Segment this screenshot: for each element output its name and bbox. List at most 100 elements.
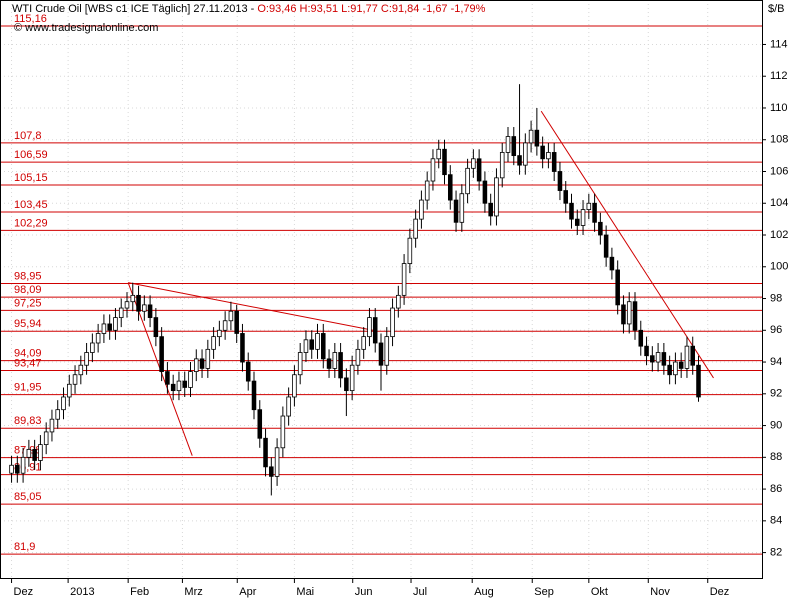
candle-body (523, 142, 528, 166)
y-tick-label: 90 (770, 419, 782, 431)
source: © www.tradesignalonline.com (14, 22, 158, 34)
candle-body (182, 380, 188, 388)
candle-body (419, 199, 424, 220)
candle-body (55, 409, 61, 420)
x-tick-label: Mai (296, 586, 314, 598)
level-label: 103,45 (14, 199, 48, 211)
candle-body (251, 380, 257, 411)
level-label: 94,09 (14, 348, 42, 360)
y-tick-label: 94 (770, 356, 782, 368)
subtitle-text: O:93,46 H:93,51 L:91,77 C:91,84 -1,67 -1… (257, 3, 485, 15)
candle-body (297, 352, 303, 376)
candle-body (430, 158, 436, 182)
candle-body (303, 339, 309, 353)
candle-body (269, 466, 274, 477)
candle-body (540, 145, 545, 160)
level-label: 89,83 (14, 415, 42, 427)
candle-body (511, 136, 517, 157)
x-tick-label: Jun (355, 586, 373, 598)
candle-body (367, 317, 372, 338)
candle-body (413, 218, 418, 239)
candle-body (505, 136, 511, 153)
candle-body (615, 269, 620, 306)
y-tick-label: 88 (770, 451, 782, 463)
candle-body (153, 317, 159, 338)
candle-body (355, 348, 361, 366)
y-tick-label: 82 (770, 546, 782, 558)
candle-body (696, 364, 701, 398)
candle-body (217, 329, 222, 338)
candle-body (43, 431, 49, 446)
candle-body (263, 437, 268, 468)
candle-body (113, 317, 118, 331)
candle-body (286, 396, 291, 417)
candle-body (332, 352, 338, 369)
candle-body (678, 361, 684, 369)
y-tick-label: 96 (770, 324, 782, 336)
candle-body (188, 371, 193, 388)
candle-body (569, 202, 574, 220)
candle-body (690, 345, 696, 366)
x-tick-label: Feb (130, 586, 149, 598)
candle-body (147, 304, 153, 318)
candle-body (338, 352, 343, 379)
candle-body (326, 358, 332, 369)
y-tick-label: 112 (770, 70, 788, 82)
candle-body (199, 358, 205, 369)
candle-body (517, 155, 522, 166)
candle-body (245, 361, 251, 382)
candle-body (407, 237, 413, 264)
y-tick-label: 100 (770, 261, 788, 273)
candle-body (650, 355, 655, 363)
level-label: 102,29 (14, 217, 48, 229)
candle-body (557, 171, 563, 191)
candle-body (72, 374, 78, 385)
candle-body (15, 464, 20, 474)
candle-body (142, 304, 147, 312)
y-tick-label: 104 (770, 197, 788, 209)
candle-body (482, 180, 488, 204)
candle-body (222, 320, 228, 331)
candle-body (32, 448, 37, 461)
level-label: 95,94 (14, 318, 42, 330)
level-label: 106,59 (14, 149, 48, 161)
trendline (540, 110, 714, 379)
level-label: 98,95 (14, 270, 42, 282)
candle-body (320, 333, 326, 360)
candle-body (9, 464, 14, 474)
y-tick-label: 84 (770, 515, 782, 527)
candle-body (574, 218, 580, 226)
candle-body (101, 323, 107, 334)
candle-body (61, 396, 66, 411)
candle-body (447, 174, 453, 201)
x-tick-label: Sep (534, 586, 554, 598)
candle-body (384, 336, 390, 366)
candle-body (661, 352, 667, 366)
level-label: 97,25 (14, 297, 42, 309)
level-label: 107,8 (14, 130, 42, 142)
candle-body (667, 364, 672, 376)
chart-title: WTI Crude Oil [WBS c1 ICE Täglich] 27.11… (12, 3, 486, 15)
candle-body (130, 294, 136, 303)
candle-body (442, 148, 447, 176)
candle-body (534, 129, 540, 147)
title-text: WTI Crude Oil [WBS c1 ICE Täglich] 27.11… (12, 3, 255, 15)
candle-body (603, 234, 609, 258)
y-axis-label: $/B (768, 3, 785, 15)
candle-body (459, 193, 465, 223)
candle-body (401, 263, 407, 296)
candle-body (632, 301, 638, 331)
candle-body (586, 202, 592, 211)
candle-body (280, 415, 286, 449)
candle-body (170, 383, 176, 392)
y-tick-label: 98 (770, 292, 782, 304)
x-tick-label: Mrz (184, 586, 202, 598)
level-label: 91,95 (14, 382, 42, 394)
plot-border (0, 0, 763, 579)
level-label: 93,47 (14, 357, 42, 369)
candle-body (372, 317, 378, 344)
candle-body (494, 177, 499, 217)
y-tick-label: 102 (770, 229, 788, 241)
candle-body (563, 190, 569, 204)
candle-body (626, 301, 632, 325)
